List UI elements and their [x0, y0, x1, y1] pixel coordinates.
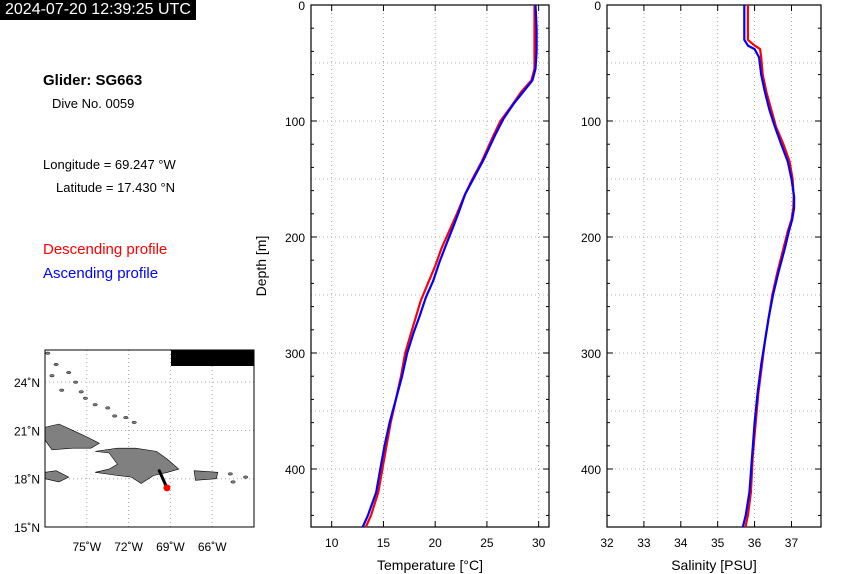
salinity-ytick-label: 200	[581, 231, 601, 245]
small-island	[82, 396, 88, 400]
small-island	[92, 403, 98, 407]
small-island	[105, 406, 111, 410]
map-lat-label: 18˚N	[14, 473, 40, 487]
map-frame	[44, 349, 255, 528]
temperature-ytick-label: 300	[285, 347, 305, 361]
temperature-ascending-line	[361, 4, 538, 528]
temperature-descending-line	[364, 5, 536, 528]
temperature-ytick-label: 400	[285, 463, 305, 477]
small-island	[131, 420, 137, 424]
salinity-ytick-label: 400	[581, 463, 601, 477]
salinity-xtick-label: 34	[674, 536, 688, 550]
salinity-ytick-label: 100	[581, 115, 601, 129]
small-island	[66, 371, 72, 374]
map-lat-label: 15˚N	[14, 521, 40, 535]
timestamp: 2024-07-20 12:39:25 UTC	[0, 0, 196, 20]
map-credit: NOAA/AOML	[176, 352, 248, 366]
salinity-xtick-label: 36	[748, 536, 762, 550]
temperature-ytick-label: 0	[298, 0, 305, 13]
small-island	[78, 390, 84, 394]
map-lat-label: 24˚N	[14, 376, 40, 390]
salinity-xlabel: Salinity [PSU]	[671, 557, 757, 573]
salinity-xtick-label: 37	[785, 536, 799, 550]
puerto-rico-landmass	[193, 470, 219, 481]
small-island	[73, 380, 79, 384]
temperature-ylabel: Depth [m]	[253, 236, 269, 297]
small-island	[49, 374, 55, 378]
temperature-xlabel: Temperature [°C]	[377, 557, 483, 573]
small-island	[243, 475, 249, 479]
small-island	[227, 472, 233, 476]
cuba-landmass	[44, 423, 100, 451]
temperature-ytick-label: 100	[285, 115, 305, 129]
glider-title: Glider: SG663	[43, 72, 143, 89]
salinity-xtick-label: 33	[637, 536, 651, 550]
map-lon-label: 69˚W	[156, 540, 185, 554]
map-lon-label: 72˚W	[114, 540, 143, 554]
temperature-frame	[310, 4, 550, 528]
small-island	[53, 363, 59, 366]
longitude-readout: Longitude = 69.247 °W	[43, 157, 176, 172]
small-island	[59, 388, 65, 392]
temperature-xtick-label: 30	[532, 536, 546, 550]
small-island	[112, 414, 118, 418]
temperature-xtick-label: 25	[480, 536, 494, 550]
salinity-ytick-label: 300	[581, 347, 601, 361]
small-island	[230, 480, 236, 484]
hispaniola-landmass	[95, 447, 180, 484]
temperature-xtick-label: 10	[325, 536, 339, 550]
salinity-ytick-label: 0	[594, 0, 601, 13]
map-lat-label: 21˚N	[14, 424, 40, 438]
map-lon-label: 66˚W	[198, 540, 227, 554]
salinity-xtick-label: 35	[711, 536, 725, 550]
map-credit-box	[171, 350, 254, 366]
small-island	[123, 416, 129, 420]
salinity-frame	[606, 4, 822, 528]
glider-position-marker	[163, 484, 171, 492]
temperature-ytick-label: 200	[285, 231, 305, 245]
small-island	[45, 351, 51, 355]
dive-number: Dive No. 0059	[52, 96, 135, 111]
salinity-ascending-line	[741, 5, 796, 528]
descending-legend: Descending profile	[43, 241, 168, 258]
temperature-xtick-label: 15	[377, 536, 391, 550]
temperature-xtick-label: 20	[428, 536, 442, 550]
jamaica-landmass	[44, 470, 70, 483]
latitude-readout: Latitude = 17.430 °N	[56, 180, 176, 195]
inset-map	[44, 349, 255, 528]
map-lon-label: 75˚W	[72, 540, 101, 554]
ascending-legend: Ascending profile	[43, 265, 159, 282]
salinity-xtick-label: 32	[600, 536, 614, 550]
